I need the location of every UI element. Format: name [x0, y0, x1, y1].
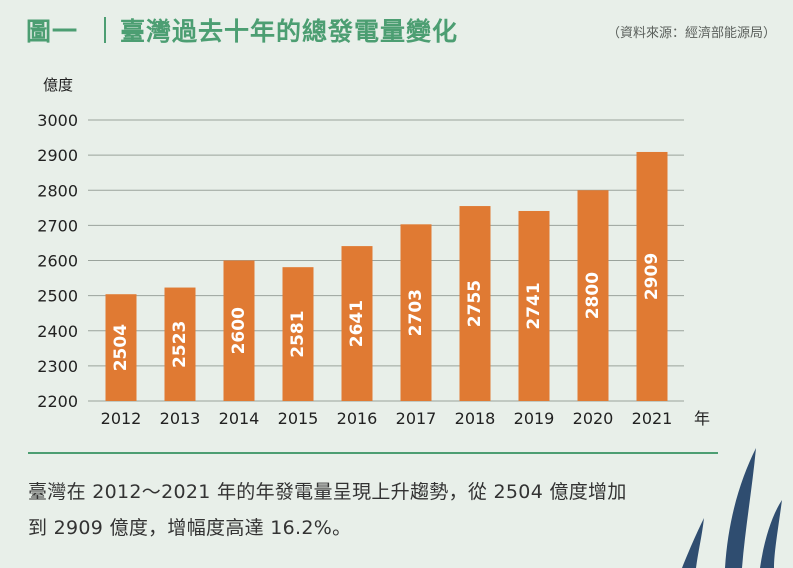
x-tick-label: 2014: [219, 409, 260, 428]
bar: [105, 294, 137, 401]
x-tick-label: 2015: [278, 409, 319, 428]
leaf-decoration: [725, 448, 756, 568]
leaf-decoration: [682, 518, 704, 568]
x-tick-label: 2013: [160, 409, 201, 428]
y-tick-label: 2900: [37, 146, 78, 165]
x-tick-label: 2019: [514, 409, 555, 428]
data-label: 2703: [406, 289, 426, 336]
data-label: 2523: [170, 321, 190, 368]
caption-line-1: 臺灣在 2012～2021 年的年發電量呈現上升趨勢，從 2504 億度增加: [28, 481, 627, 503]
y-tick-label: 2600: [37, 252, 78, 271]
x-tick-label: 2017: [396, 409, 437, 428]
caption: 臺灣在 2012～2021 年的年發電量呈現上升趨勢，從 2504 億度增加 到…: [28, 474, 728, 546]
y-axis-label: 億度: [43, 76, 73, 94]
data-label: 2800: [583, 272, 603, 319]
bar: [282, 267, 314, 401]
caption-line-2: 到 2909 億度，增幅度高達 16.2%。: [28, 517, 352, 539]
leaf-decoration: [760, 500, 782, 568]
x-tick-label: 2018: [455, 409, 496, 428]
x-tick-label: 2012: [101, 409, 142, 428]
data-label: 2504: [111, 324, 131, 371]
data-source: （資料來源：經濟部能源局）: [606, 26, 776, 41]
y-tick-label: 2200: [37, 392, 78, 411]
data-label: 2600: [229, 307, 249, 354]
bar: [459, 206, 491, 401]
bar: [223, 260, 255, 401]
bar: [577, 190, 609, 401]
data-label: 2581: [288, 310, 308, 357]
divider: [28, 452, 718, 454]
y-tick-label: 3000: [37, 111, 78, 130]
x-tick-label: 2016: [337, 409, 378, 428]
data-label: 2641: [347, 300, 367, 347]
figure-title: 臺灣過去十年的總發電量變化: [120, 17, 459, 46]
figure-header: 圖一 臺灣過去十年的總發電量變化 （資料來源：經濟部能源局）: [26, 12, 776, 48]
y-tick-label: 2500: [37, 287, 78, 306]
bar: [518, 210, 550, 401]
bar: [636, 151, 668, 401]
figure-number: 圖一: [26, 17, 79, 46]
y-tick-label: 2300: [37, 357, 78, 376]
y-tick-label: 2800: [37, 181, 78, 200]
data-label: 2909: [642, 253, 662, 300]
y-tick-label: 2400: [37, 322, 78, 341]
x-axis-label: 年: [694, 409, 710, 428]
bar: [400, 224, 432, 401]
x-tick-label: 2020: [573, 409, 614, 428]
data-label: 2741: [524, 282, 544, 329]
x-tick-label: 2021: [632, 409, 673, 428]
bar: [341, 246, 373, 401]
data-label: 2755: [465, 280, 485, 327]
title-separator: [104, 17, 106, 43]
y-tick-label: 2700: [37, 216, 78, 235]
bar: [164, 287, 196, 401]
